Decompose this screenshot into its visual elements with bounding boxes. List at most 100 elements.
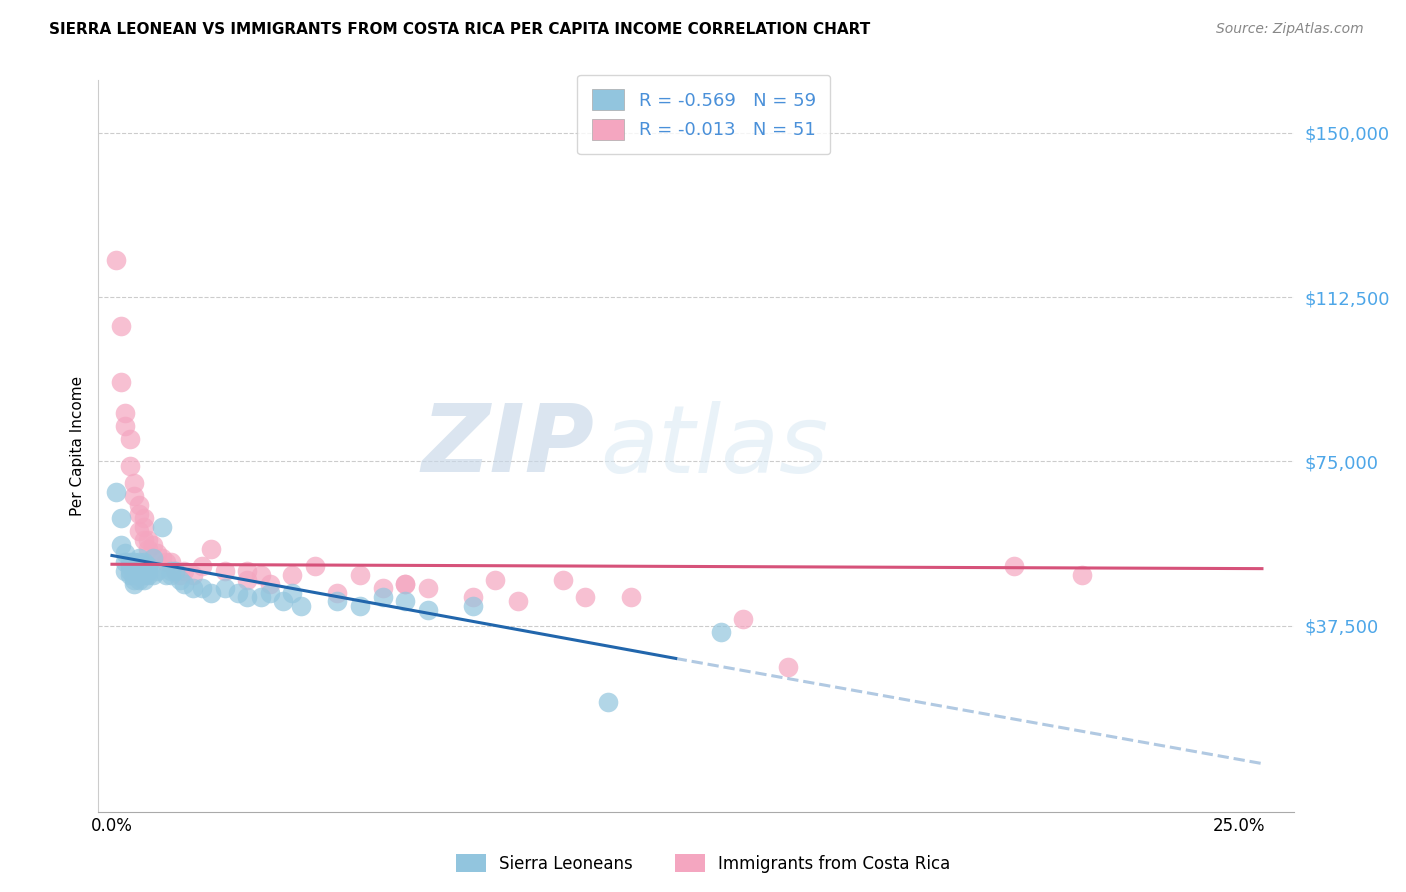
Point <box>506 594 529 608</box>
Point <box>394 577 416 591</box>
Point <box>169 573 191 587</box>
Text: atlas: atlas <box>600 401 828 491</box>
Point <box>394 594 416 608</box>
Point <box>118 458 141 473</box>
Point <box>132 568 155 582</box>
Point <box>416 603 439 617</box>
Point <box>110 318 132 333</box>
Point <box>214 582 236 596</box>
Point <box>236 590 259 604</box>
Point <box>200 541 222 556</box>
Point <box>214 564 236 578</box>
Point <box>105 485 128 500</box>
Point <box>128 524 150 539</box>
Point <box>281 568 304 582</box>
Point <box>124 476 146 491</box>
Text: SIERRA LEONEAN VS IMMIGRANTS FROM COSTA RICA PER CAPITA INCOME CORRELATION CHART: SIERRA LEONEAN VS IMMIGRANTS FROM COSTA … <box>49 22 870 37</box>
Point <box>710 625 733 640</box>
Point <box>132 564 155 578</box>
Y-axis label: Per Capita Income: Per Capita Income <box>69 376 84 516</box>
Point <box>191 582 214 596</box>
Point <box>146 546 169 560</box>
Point <box>349 599 371 613</box>
Point <box>1002 559 1025 574</box>
Point <box>128 550 150 565</box>
Point <box>124 577 146 591</box>
Point <box>461 590 484 604</box>
Point <box>128 564 150 578</box>
Point <box>181 582 204 596</box>
Point <box>394 577 416 591</box>
Point <box>132 533 155 548</box>
Point <box>136 541 159 556</box>
Point <box>105 252 128 267</box>
Point <box>124 555 146 569</box>
Point <box>110 376 132 390</box>
Point <box>1070 568 1092 582</box>
Point <box>165 564 187 578</box>
Point <box>371 582 394 596</box>
Point <box>273 594 295 608</box>
Point <box>146 564 169 578</box>
Point <box>114 546 136 560</box>
Point <box>165 564 187 578</box>
Point <box>371 590 394 604</box>
Point <box>290 599 312 613</box>
Point <box>124 559 146 574</box>
Point <box>778 660 800 674</box>
Point <box>191 559 214 574</box>
Point <box>304 559 326 574</box>
Point <box>110 537 132 551</box>
Point <box>416 582 439 596</box>
Point <box>124 564 146 578</box>
Point <box>236 564 259 578</box>
Point <box>155 568 177 582</box>
Point <box>128 559 150 574</box>
Point <box>136 533 159 548</box>
Point <box>128 507 150 521</box>
Point <box>114 555 136 569</box>
Point <box>124 568 146 582</box>
Point <box>326 585 349 599</box>
Point <box>249 568 271 582</box>
Point <box>118 564 141 578</box>
Point <box>132 555 155 569</box>
Point <box>733 612 755 626</box>
Point <box>124 573 146 587</box>
Point <box>249 590 271 604</box>
Point <box>132 573 155 587</box>
Point <box>159 568 181 582</box>
Point <box>326 594 349 608</box>
Point <box>200 585 222 599</box>
Point <box>259 577 281 591</box>
Point <box>596 695 619 709</box>
Point <box>484 573 506 587</box>
Point <box>114 564 136 578</box>
Point <box>159 564 181 578</box>
Point <box>150 550 173 565</box>
Text: Source: ZipAtlas.com: Source: ZipAtlas.com <box>1216 22 1364 37</box>
Point <box>141 568 163 582</box>
Point <box>551 573 574 587</box>
Point <box>150 520 173 534</box>
Point <box>118 433 141 447</box>
Point <box>132 511 155 525</box>
Point <box>132 520 155 534</box>
Point <box>118 559 141 574</box>
Legend: R = -0.569   N = 59, R = -0.013   N = 51: R = -0.569 N = 59, R = -0.013 N = 51 <box>578 75 831 154</box>
Point <box>169 568 191 582</box>
Point <box>128 568 150 582</box>
Point <box>226 585 249 599</box>
Point <box>136 568 159 582</box>
Legend: Sierra Leoneans, Immigrants from Costa Rica: Sierra Leoneans, Immigrants from Costa R… <box>449 847 957 880</box>
Point <box>128 573 150 587</box>
Point <box>132 559 155 574</box>
Point <box>461 599 484 613</box>
Point <box>574 590 596 604</box>
Point <box>124 489 146 503</box>
Point <box>141 537 163 551</box>
Point <box>114 419 136 434</box>
Point <box>114 406 136 420</box>
Point <box>159 555 181 569</box>
Point <box>155 555 177 569</box>
